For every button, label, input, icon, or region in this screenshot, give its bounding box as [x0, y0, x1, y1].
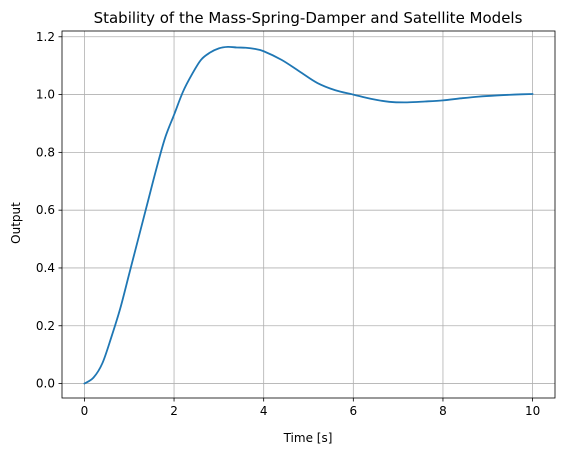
x-tick-label: 4: [260, 404, 268, 418]
x-tick-label: 6: [349, 404, 357, 418]
x-tick-label: 8: [439, 404, 447, 418]
series-line: [83, 45, 534, 385]
x-tick-label: 10: [525, 404, 540, 418]
tick-layer: 0 2 4 6 8 10 0.0 0.2 0.4 0.6 0.8 1.0 1.2: [36, 30, 540, 418]
chart-title: Stability of the Mass-Spring-Damper and …: [94, 9, 523, 27]
x-tick-label: 0: [81, 404, 89, 418]
grid-layer: [62, 31, 555, 398]
y-tick-label: 1.0: [36, 88, 55, 102]
y-tick-label: 0.4: [36, 261, 55, 275]
y-tick-label: 1.2: [36, 30, 55, 44]
y-axis-label: Output: [9, 202, 23, 244]
x-tick-label: 2: [170, 404, 178, 418]
y-tick-label: 0.2: [36, 319, 55, 333]
x-axis-label: Time [s]: [283, 431, 333, 445]
y-tick-label: 0.6: [36, 203, 55, 217]
y-tick-label: 0.0: [36, 377, 55, 391]
y-tick-label: 0.8: [36, 145, 55, 159]
series-layer: [83, 45, 534, 385]
plot-frame: [61, 30, 556, 399]
